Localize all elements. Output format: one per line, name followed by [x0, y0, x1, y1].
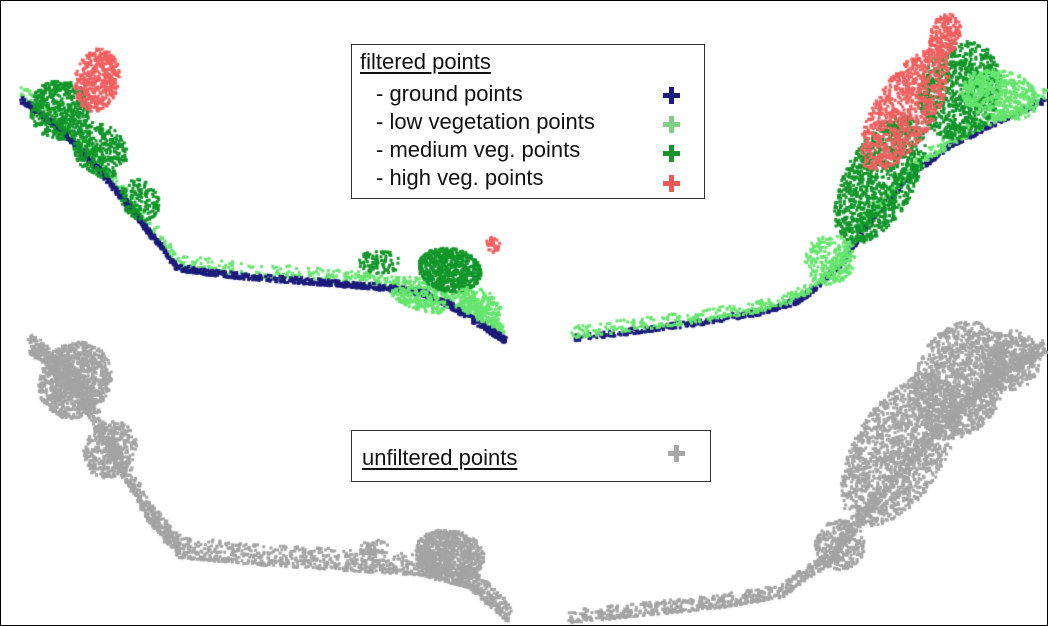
unfiltered-plus-icon — [668, 445, 685, 462]
legend-item-label: - ground points — [376, 81, 523, 106]
unfiltered-legend-title: unfiltered points — [362, 445, 518, 470]
unfiltered-points-legend: unfiltered points — [351, 430, 711, 482]
ground-plus-icon — [663, 87, 680, 104]
filtered-points-legend: filtered points - ground points - low ve… — [351, 44, 705, 199]
low-vegetation-plus-icon — [663, 116, 680, 133]
high-vegetation-plus-icon — [663, 175, 680, 192]
legend-item-label: - medium veg. points — [376, 137, 581, 162]
filtered-legend-title: filtered points — [360, 49, 491, 74]
legend-item-label: - low vegetation points — [376, 109, 595, 134]
medium-vegetation-plus-icon — [663, 145, 680, 162]
legend-item-label: - high veg. points — [376, 165, 544, 190]
